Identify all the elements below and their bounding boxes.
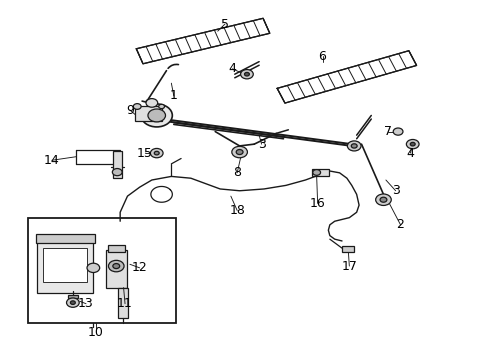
Circle shape — [148, 109, 165, 122]
Text: 17: 17 — [341, 260, 357, 273]
Text: 5: 5 — [221, 18, 228, 31]
Circle shape — [350, 144, 356, 148]
Circle shape — [154, 151, 159, 155]
Circle shape — [141, 104, 172, 127]
Text: 12: 12 — [132, 261, 147, 274]
Text: 6: 6 — [318, 50, 326, 63]
Circle shape — [375, 194, 390, 206]
Bar — [135, 107, 161, 121]
Text: 14: 14 — [44, 154, 60, 167]
Bar — [113, 151, 122, 178]
Text: 4: 4 — [406, 147, 413, 159]
Bar — [105, 250, 127, 288]
Circle shape — [112, 168, 122, 176]
Bar — [68, 295, 78, 298]
Circle shape — [146, 99, 158, 107]
Text: 16: 16 — [309, 197, 325, 210]
Circle shape — [244, 72, 249, 76]
Circle shape — [236, 149, 243, 154]
Circle shape — [108, 260, 124, 272]
Bar — [108, 245, 125, 252]
Circle shape — [406, 139, 418, 149]
Text: 2: 2 — [396, 218, 404, 231]
Circle shape — [133, 104, 141, 109]
Text: 18: 18 — [229, 204, 244, 217]
Circle shape — [312, 170, 320, 175]
Circle shape — [231, 146, 247, 158]
Bar — [43, 248, 87, 282]
Text: 1: 1 — [169, 89, 177, 102]
Polygon shape — [136, 18, 269, 64]
Text: 13: 13 — [78, 297, 94, 310]
Circle shape — [240, 69, 253, 79]
Bar — [341, 246, 353, 252]
Text: 9: 9 — [126, 104, 134, 117]
Circle shape — [66, 298, 79, 307]
Polygon shape — [277, 51, 416, 103]
Bar — [118, 288, 128, 318]
Circle shape — [379, 197, 386, 202]
Text: 4: 4 — [228, 62, 236, 75]
Text: 3: 3 — [257, 138, 265, 150]
Bar — [36, 234, 95, 243]
Circle shape — [113, 264, 120, 269]
Circle shape — [346, 141, 360, 151]
Circle shape — [87, 263, 100, 273]
Text: 15: 15 — [136, 147, 152, 159]
Circle shape — [158, 104, 164, 109]
Bar — [27, 218, 176, 323]
Circle shape — [150, 148, 163, 158]
Bar — [37, 237, 93, 293]
Text: 7: 7 — [384, 125, 391, 138]
Circle shape — [392, 128, 402, 135]
Text: 10: 10 — [88, 326, 103, 339]
Text: 8: 8 — [233, 166, 241, 179]
Text: 3: 3 — [391, 184, 399, 197]
Text: 11: 11 — [117, 297, 133, 310]
Circle shape — [70, 301, 75, 305]
Bar — [311, 168, 328, 176]
Circle shape — [409, 142, 414, 146]
